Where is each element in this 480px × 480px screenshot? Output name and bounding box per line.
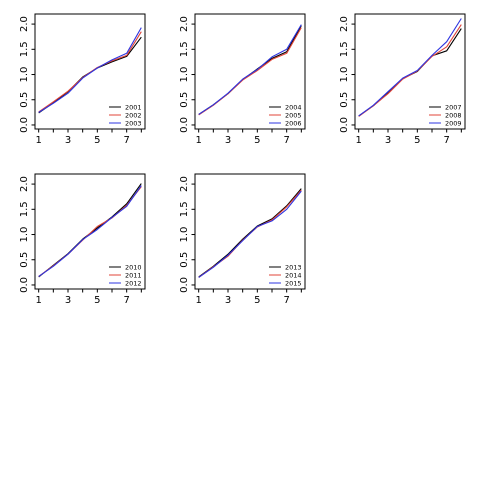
legend-label-2002: 2002 — [125, 111, 142, 119]
series-line-2006 — [198, 24, 302, 115]
x-tick-label: 3 — [385, 135, 391, 146]
y-tick-label: 0.5 — [179, 252, 190, 268]
legend-label-2009: 2009 — [445, 119, 462, 127]
x-tick-label: 5 — [254, 295, 260, 306]
legend-label-2008: 2008 — [445, 111, 462, 119]
x-tick-label: 5 — [94, 295, 100, 306]
y-tick-label: 0.5 — [19, 92, 30, 108]
y-tick-label: 2.0 — [179, 16, 190, 32]
legend-label-2005: 2005 — [285, 111, 302, 119]
x-tick-label: 3 — [65, 135, 71, 146]
x-tick-label: 5 — [254, 135, 260, 146]
series-line-2009 — [358, 18, 462, 117]
y-tick-label: 0.5 — [339, 92, 350, 108]
x-tick-label: 7 — [123, 135, 129, 146]
y-tick-label: 0.0 — [179, 117, 190, 133]
legend-label-2006: 2006 — [285, 119, 302, 127]
y-tick-label: 0.0 — [179, 277, 190, 293]
legend-label-2014: 2014 — [285, 271, 302, 279]
x-tick-label: 7 — [123, 295, 129, 306]
legend-label-2001: 2001 — [125, 103, 142, 111]
legend-label-2013: 2013 — [285, 263, 302, 271]
y-tick-label: 1.0 — [179, 67, 190, 83]
x-tick-label: 5 — [414, 135, 420, 146]
y-tick-label: 1.0 — [339, 67, 350, 83]
series-line-2002 — [38, 31, 142, 113]
y-tick-label: 0.5 — [19, 252, 30, 268]
plot-frame — [34, 13, 146, 130]
series-line-2013 — [198, 188, 302, 278]
x-tick-label: 3 — [225, 135, 231, 146]
y-tick-label: 1.5 — [19, 201, 30, 217]
legend-label-2015: 2015 — [285, 279, 302, 287]
x-tick-label: 3 — [65, 295, 71, 306]
y-tick-label: 2.0 — [19, 16, 30, 32]
y-tick-label: 0.5 — [179, 92, 190, 108]
y-tick-label: 2.0 — [179, 176, 190, 192]
x-tick-label: 7 — [283, 295, 289, 306]
y-tick-label: 0.0 — [19, 277, 30, 293]
x-tick-label: 1 — [195, 295, 201, 306]
x-tick-label: 7 — [283, 135, 289, 146]
legend-label-2007: 2007 — [445, 103, 462, 111]
y-tick-label: 0.0 — [19, 117, 30, 133]
y-tick-label: 1.0 — [19, 67, 30, 83]
y-tick-label: 1.5 — [179, 201, 190, 217]
y-tick-label: 1.0 — [19, 227, 30, 243]
legend-label-2010: 2010 — [125, 263, 142, 271]
y-tick-label: 2.0 — [19, 176, 30, 192]
legend-label-2011: 2011 — [125, 271, 142, 279]
series-line-2015 — [198, 190, 302, 278]
x-tick-label: 5 — [94, 135, 100, 146]
y-tick-label: 0.0 — [339, 117, 350, 133]
y-tick-label: 1.0 — [179, 227, 190, 243]
x-tick-label: 3 — [225, 295, 231, 306]
legend-label-2003: 2003 — [125, 119, 142, 127]
plot-frame — [194, 173, 306, 290]
x-tick-label: 1 — [35, 295, 41, 306]
plot-frame — [34, 173, 146, 290]
y-tick-label: 1.5 — [179, 41, 190, 57]
x-tick-label: 1 — [355, 135, 361, 146]
y-tick-label: 1.5 — [19, 41, 30, 57]
series-line-2004 — [198, 25, 302, 115]
plot-frame — [194, 13, 306, 130]
plot-frame — [354, 13, 466, 130]
x-tick-label: 7 — [443, 135, 449, 146]
legend-label-2004: 2004 — [285, 103, 302, 111]
legend-label-2012: 2012 — [125, 279, 142, 287]
series-line-2005 — [198, 27, 302, 116]
series-line-2012 — [38, 185, 142, 277]
series-line-2003 — [38, 27, 142, 113]
x-tick-label: 1 — [35, 135, 41, 146]
y-tick-label: 1.5 — [339, 41, 350, 57]
series-line-2008 — [358, 24, 462, 117]
x-tick-label: 1 — [195, 135, 201, 146]
y-tick-label: 2.0 — [339, 16, 350, 32]
